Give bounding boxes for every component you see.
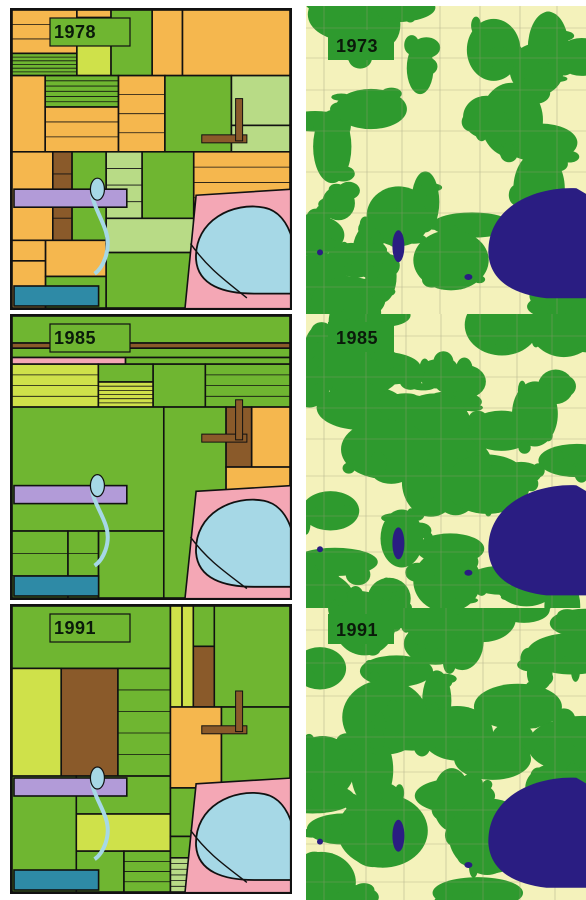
forest-map-panel-3: 1991 — [306, 608, 586, 900]
forest-map-panel-2: 1985 — [306, 314, 586, 608]
map-year-label: 1978 — [52, 22, 99, 43]
landuse-map-panel-3: 1991 — [10, 604, 292, 894]
forest-map-graphic — [306, 314, 586, 608]
map-year-label: 1973 — [336, 36, 379, 56]
landuse-map-panel-1: 1978 — [10, 8, 292, 310]
map-year-label: 1985 — [336, 328, 379, 348]
forest-map-graphic — [306, 6, 586, 314]
landuse-map-graphic — [10, 314, 292, 600]
forest-map-graphic — [306, 608, 586, 900]
map-year-label: 1985 — [52, 328, 99, 349]
landuse-map-graphic — [10, 604, 292, 894]
map-year-label: 1991 — [336, 620, 379, 640]
landuse-map-panel-2: 1985 — [10, 314, 292, 600]
landuse-map-graphic — [10, 8, 292, 310]
map-year-label: 1991 — [52, 618, 99, 639]
forest-map-panel-1: 1973 — [306, 6, 586, 314]
